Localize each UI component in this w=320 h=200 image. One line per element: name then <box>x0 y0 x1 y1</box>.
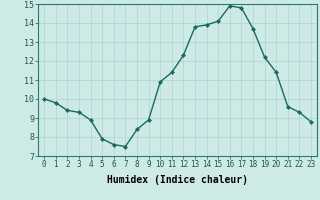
X-axis label: Humidex (Indice chaleur): Humidex (Indice chaleur) <box>107 175 248 185</box>
